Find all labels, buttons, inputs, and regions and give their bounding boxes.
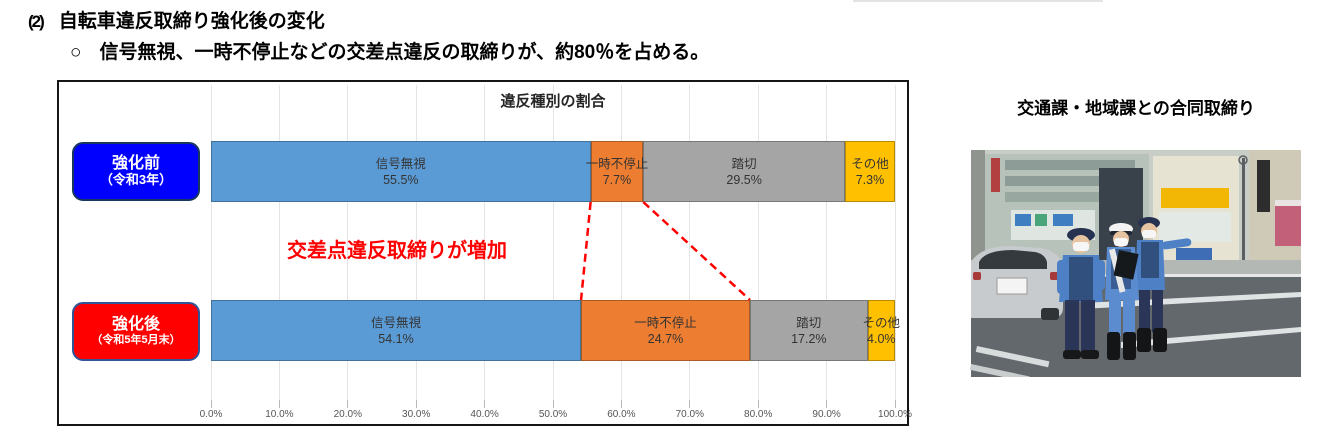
- segment-value: 29.5%: [726, 172, 762, 187]
- heading-number: (2): [28, 12, 45, 31]
- gridline: [826, 85, 828, 400]
- x-axis-tick: [484, 400, 486, 408]
- row-label-title: 強化後: [111, 315, 160, 333]
- x-axis-ticks: [210, 400, 896, 408]
- segment-label: 信号無視: [371, 315, 422, 330]
- segment-label: その他: [862, 315, 901, 330]
- bar-segment-一時不停止: 一時不停止 24.7%: [581, 300, 750, 361]
- segment-label: 一時不停止: [585, 156, 649, 171]
- x-axis-label: 80.0%: [744, 409, 773, 420]
- x-axis-label: 0.0%: [199, 409, 223, 420]
- segment-value: 55.5%: [383, 172, 419, 187]
- segment-label: 信号無視: [375, 156, 426, 171]
- x-axis-tick: [757, 400, 759, 408]
- x-axis-label: 40.0%: [470, 409, 499, 420]
- bar-segment-信号無視: 信号無視 54.1%: [211, 300, 582, 361]
- gridline: [757, 85, 759, 400]
- row-label-after: 強化後 （令和5年5月末）: [72, 302, 200, 361]
- violation-ratio-chart: 違反種別の割合 0.0%10.0%20.0%30.0%40.0%50.0%60.…: [57, 80, 912, 426]
- segment-label: 一時不停止: [634, 315, 697, 330]
- bar-segment-踏切: 踏切 17.2%: [749, 300, 868, 361]
- parked-car: [971, 246, 1063, 320]
- heading-title: 自転車違反取締り強化後の変化: [58, 11, 325, 32]
- row-label-subtitle: （令和3年）: [99, 172, 173, 188]
- bar-segment-その他: その他 7.3%: [845, 141, 895, 202]
- enforcement-photo: [970, 150, 1301, 377]
- section-subheading: ○ 信号無視、一時不停止などの交差点違反の取締りが、約80％を占める。: [70, 37, 709, 64]
- section-heading: (2) 自転車違反取締り強化後の変化: [28, 6, 325, 33]
- x-axis-label: 10.0%: [265, 409, 294, 420]
- x-axis-label: 100.0%: [878, 409, 912, 420]
- segment-value: 4.0%: [867, 331, 896, 346]
- x-axis-tick: [210, 400, 212, 408]
- x-axis-label: 30.0%: [402, 409, 431, 420]
- cropped-element-edge: [853, 0, 1103, 2]
- subheading-text: 信号無視、一時不停止などの交差点違反の取締りが、約80％を占める。: [99, 42, 710, 63]
- segment-label: 踏切: [796, 315, 822, 330]
- row-label-before: 強化前 （令和3年）: [72, 142, 200, 201]
- gridline: [415, 85, 417, 400]
- segment-value: 7.3%: [855, 172, 885, 187]
- x-axis-label: 60.0%: [607, 409, 636, 420]
- x-axis-tick: [826, 400, 828, 408]
- segment-value: 24.7%: [647, 331, 684, 346]
- x-axis-tick: [894, 400, 896, 408]
- gridline: [552, 85, 554, 400]
- connector-dashed-line: [579, 201, 592, 301]
- connector-lines: [579, 201, 751, 301]
- x-axis-tick: [415, 400, 417, 408]
- bar-row-1: 信号無視 54.1% 一時不停止 24.7% 踏切 17.2% その他 4.0%: [211, 300, 900, 361]
- segment-value: 7.7%: [602, 172, 632, 187]
- gridline: [894, 85, 896, 400]
- gridline: [210, 85, 212, 400]
- bar-segment-一時不停止: 一時不停止 7.7%: [586, 141, 648, 202]
- x-axis-tick: [620, 400, 622, 408]
- bar-row-0: 信号無視 55.5% 一時不停止 7.7% 踏切 29.5% その他 7.3%: [211, 141, 895, 202]
- bar-segment-その他: その他 4.0%: [863, 300, 900, 361]
- police-officers: [1057, 217, 1192, 360]
- row-label-title: 強化前: [111, 154, 160, 172]
- connector-dashed-line: [642, 201, 751, 301]
- x-axis-tick: [278, 400, 280, 408]
- x-axis-label: 90.0%: [812, 409, 841, 420]
- x-axis-label: 20.0%: [333, 409, 362, 420]
- segment-value: 54.1%: [378, 331, 414, 346]
- x-axis-label: 50.0%: [538, 409, 568, 420]
- segment-label: 踏切: [731, 156, 757, 171]
- gridlines: [210, 85, 896, 400]
- segment-label: その他: [851, 156, 889, 171]
- gridline: [347, 85, 349, 400]
- gridline: [620, 85, 622, 400]
- gridline: [484, 85, 486, 400]
- photo-buildings: [971, 150, 1301, 262]
- bar-segment-踏切: 踏切 29.5%: [643, 141, 846, 202]
- photo-caption: 交通課・地域課との合同取締り: [1017, 99, 1255, 118]
- x-axis-labels: 0.0% 10.0% 20.0% 30.0% 40.0% 50.0% 60.0% 70.0% 8…: [200, 409, 912, 422]
- gridline: [689, 85, 691, 400]
- segment-value: 17.2%: [791, 331, 827, 346]
- x-axis-tick: [552, 400, 554, 408]
- bar-segment-信号無視: 信号無視 55.5%: [211, 141, 591, 202]
- x-axis-label: 70.0%: [675, 409, 704, 420]
- gridline: [278, 85, 280, 400]
- annotation-text: 交差点違反取締りが増加: [287, 240, 507, 262]
- x-axis-tick: [347, 400, 349, 408]
- x-axis-tick: [689, 400, 691, 408]
- bullet-circle-icon: ○: [70, 42, 82, 63]
- row-label-subtitle: （令和5年5月末）: [91, 334, 181, 347]
